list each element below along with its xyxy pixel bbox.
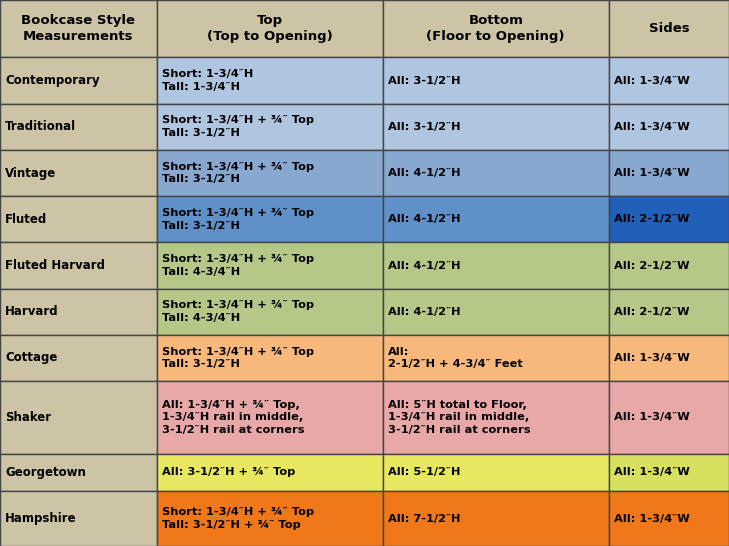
Bar — [609, 196, 729, 242]
Text: Contemporary: Contemporary — [5, 74, 100, 87]
Bar — [609, 0, 729, 57]
Text: Short: 1-3/4″H + ¾″ Top
Tall: 3-1/2″H + ¾″ Top: Short: 1-3/4″H + ¾″ Top Tall: 3-1/2″H + … — [162, 507, 314, 530]
Text: All: 1-3/4″H + ¾″ Top,
1-3/4″H rail in middle,
3-1/2″H rail at corners: All: 1-3/4″H + ¾″ Top, 1-3/4″H rail in m… — [162, 400, 304, 435]
Text: Bottom
(Floor to Opening): Bottom (Floor to Opening) — [426, 14, 565, 44]
Bar — [609, 491, 729, 546]
Bar — [0, 335, 157, 381]
Bar — [157, 196, 383, 242]
Bar — [0, 454, 157, 491]
Text: Fluted: Fluted — [5, 213, 47, 226]
Bar — [0, 491, 157, 546]
Text: Georgetown: Georgetown — [5, 466, 86, 479]
Bar — [383, 150, 609, 196]
Text: Short: 1-3/4″H + ¾″ Top
Tall: 4-3/4″H: Short: 1-3/4″H + ¾″ Top Tall: 4-3/4″H — [162, 254, 314, 277]
Bar — [0, 57, 157, 104]
Text: All: 4-1/2″H: All: 4-1/2″H — [388, 168, 460, 178]
Text: All: 2-1/2″W: All: 2-1/2″W — [614, 260, 690, 270]
Text: All: 3-1/2″H + ¾″ Top: All: 3-1/2″H + ¾″ Top — [162, 467, 295, 477]
Text: All: 1-3/4″W: All: 1-3/4″W — [614, 168, 690, 178]
Text: Traditional: Traditional — [5, 120, 77, 133]
Bar — [609, 381, 729, 454]
Text: All: 1-3/4″W: All: 1-3/4″W — [614, 467, 690, 477]
Text: All: 1-3/4″W: All: 1-3/4″W — [614, 353, 690, 363]
Bar — [609, 335, 729, 381]
Text: Short: 1-3/4″H + ¾″ Top
Tall: 4-3/4″H: Short: 1-3/4″H + ¾″ Top Tall: 4-3/4″H — [162, 300, 314, 323]
Bar — [157, 381, 383, 454]
Text: All: 1-3/4″W: All: 1-3/4″W — [614, 412, 690, 422]
Bar — [0, 289, 157, 335]
Bar — [157, 242, 383, 289]
Text: Sides: Sides — [649, 22, 689, 35]
Text: All: 3-1/2″H: All: 3-1/2″H — [388, 75, 460, 86]
Text: All: 4-1/2″H: All: 4-1/2″H — [388, 214, 460, 224]
Text: All: 7-1/2″H: All: 7-1/2″H — [388, 513, 460, 524]
Bar — [0, 381, 157, 454]
Text: All: 1-3/4″W: All: 1-3/4″W — [614, 513, 690, 524]
Bar — [157, 289, 383, 335]
Text: All: 1-3/4″W: All: 1-3/4″W — [614, 122, 690, 132]
Bar — [157, 0, 383, 57]
Text: All: 1-3/4″W: All: 1-3/4″W — [614, 75, 690, 86]
Text: Hampshire: Hampshire — [5, 512, 77, 525]
Text: All: 3-1/2″H: All: 3-1/2″H — [388, 122, 460, 132]
Text: Vintage: Vintage — [5, 167, 56, 180]
Text: All:
2-1/2″H + 4-3/4″ Feet: All: 2-1/2″H + 4-3/4″ Feet — [388, 347, 523, 369]
Bar — [0, 104, 157, 150]
Bar — [383, 104, 609, 150]
Text: Short: 1-3/4″H + ¾″ Top
Tall: 3-1/2″H: Short: 1-3/4″H + ¾″ Top Tall: 3-1/2″H — [162, 208, 314, 231]
Bar — [157, 150, 383, 196]
Text: All: 4-1/2″H: All: 4-1/2″H — [388, 260, 460, 270]
Bar — [383, 381, 609, 454]
Bar — [609, 57, 729, 104]
Bar — [157, 491, 383, 546]
Text: Top
(Top to Opening): Top (Top to Opening) — [207, 14, 332, 44]
Text: Short: 1-3/4″H + ¾″ Top
Tall: 3-1/2″H: Short: 1-3/4″H + ¾″ Top Tall: 3-1/2″H — [162, 115, 314, 138]
Text: Harvard: Harvard — [5, 305, 59, 318]
Text: Cottage: Cottage — [5, 352, 58, 365]
Text: Short: 1-3/4″H + ¾″ Top
Tall: 3-1/2″H: Short: 1-3/4″H + ¾″ Top Tall: 3-1/2″H — [162, 347, 314, 370]
Text: Short: 1-3/4″H
Tall: 1-3/4″H: Short: 1-3/4″H Tall: 1-3/4″H — [162, 69, 253, 92]
Bar — [0, 150, 157, 196]
Text: Short: 1-3/4″H + ¾″ Top
Tall: 3-1/2″H: Short: 1-3/4″H + ¾″ Top Tall: 3-1/2″H — [162, 162, 314, 185]
Bar — [383, 0, 609, 57]
Bar — [0, 196, 157, 242]
Text: All: 5-1/2″H: All: 5-1/2″H — [388, 467, 460, 477]
Bar — [157, 57, 383, 104]
Bar — [609, 104, 729, 150]
Bar — [157, 104, 383, 150]
Bar — [609, 454, 729, 491]
Text: All: 5″H total to Floor,
1-3/4″H rail in middle,
3-1/2″H rail at corners: All: 5″H total to Floor, 1-3/4″H rail in… — [388, 400, 530, 435]
Bar — [383, 491, 609, 546]
Text: Fluted Harvard: Fluted Harvard — [5, 259, 105, 272]
Bar — [157, 454, 383, 491]
Bar — [0, 0, 157, 57]
Bar — [609, 242, 729, 289]
Bar — [157, 335, 383, 381]
Bar — [609, 289, 729, 335]
Text: All: 2-1/2″W: All: 2-1/2″W — [614, 214, 690, 224]
Bar — [383, 289, 609, 335]
Bar — [383, 196, 609, 242]
Text: Bookcase Style
Measurements: Bookcase Style Measurements — [21, 14, 136, 44]
Bar — [609, 150, 729, 196]
Text: All: 4-1/2″H: All: 4-1/2″H — [388, 307, 460, 317]
Bar — [383, 242, 609, 289]
Bar — [383, 335, 609, 381]
Bar — [383, 454, 609, 491]
Text: All: 2-1/2″W: All: 2-1/2″W — [614, 307, 690, 317]
Text: Shaker: Shaker — [5, 411, 51, 424]
Bar — [0, 242, 157, 289]
Bar — [383, 57, 609, 104]
